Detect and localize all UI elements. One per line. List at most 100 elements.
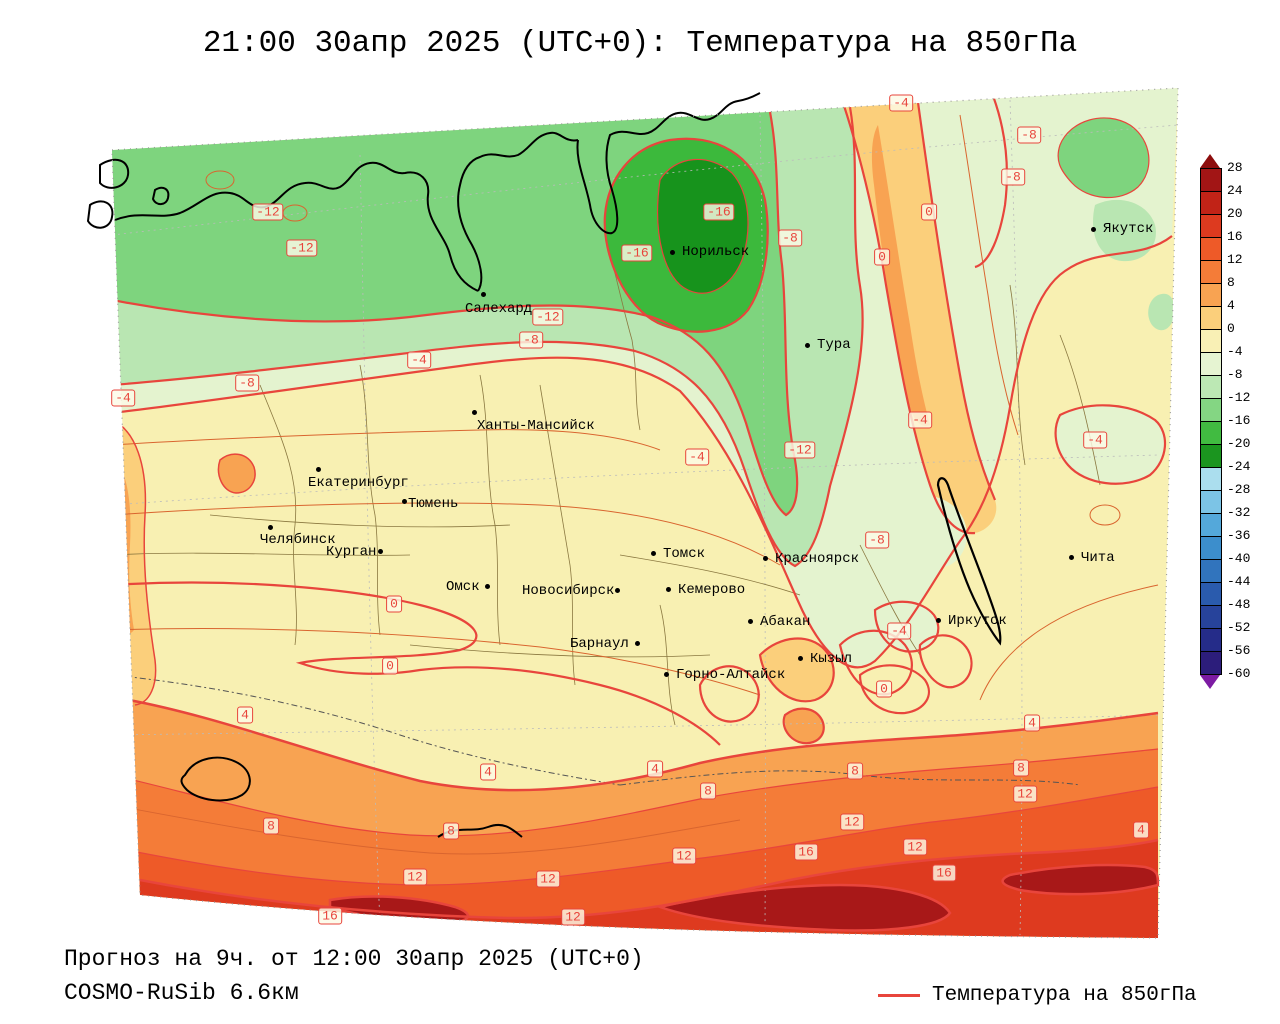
contour-label: 8 [847,762,863,780]
contour-label: 12 [536,870,560,888]
contour-label: 4 [480,763,496,781]
colorbar-cell [1201,444,1221,467]
colorbar-tick: 28 [1227,160,1243,175]
colorbar-tick: 24 [1227,183,1243,198]
city-label: Якутск [1103,221,1154,237]
city-marker [480,291,486,297]
colorbar-cell [1201,352,1221,375]
forecast-info: Прогноз на 9ч. от 12:00 30апр 2025 (UTC+… [64,946,644,972]
city-marker [634,640,640,646]
city-label: Тура [817,337,851,353]
colorbar-cell [1201,490,1221,513]
city-label: Красноярск [775,551,860,567]
colorbar-tick: -36 [1227,528,1251,543]
region-green-edge-c [1148,293,1175,331]
contour-label: -12 [286,239,318,257]
contour-label: -12 [252,203,284,221]
city-marker [1090,226,1096,232]
contour-label: 16 [318,907,342,925]
city-label: Салехард [465,301,533,317]
contour-label: -4 [887,622,911,640]
colorbar-tick: -12 [1227,390,1251,405]
city-marker [935,617,941,623]
city-label: Барнаул [570,636,629,652]
temperature-map-svg [86,87,1179,939]
colorbar-arrow-up [1200,154,1220,168]
arctic-coastline [114,161,479,292]
city-label: Курган [326,544,377,560]
contour-label: 8 [263,817,279,835]
contour-label: -4 [908,411,932,429]
city-marker [663,671,669,677]
city-label: Омск [446,579,480,595]
colorbar-cell [1201,582,1221,605]
contour-label: -8 [519,331,543,349]
contour-label: 8 [700,782,716,800]
contour-label: 12 [1013,785,1037,803]
colorbar-tick: 8 [1227,275,1235,290]
contour-label: -12 [532,308,564,326]
contour-label: -4 [1083,431,1107,449]
colorbar-cell [1201,169,1221,191]
colorbar-tick: 0 [1227,321,1235,336]
page-title: 21:00 30апр 2025 (UTC+0): Температура на… [202,26,1078,61]
region-pale-baikal-nw [886,495,967,570]
island-icon [86,200,114,229]
contour-label: 0 [876,680,892,698]
city-label: Кемерово [678,582,746,598]
contour-label: -8 [1017,126,1041,144]
region-dark-red-3 [1002,865,1158,895]
temperature-contour-line-sample [878,994,920,997]
city-marker [401,498,407,504]
region-ne-warm-core [871,125,930,426]
colorbar-cell [1201,329,1221,352]
colorbar-tick: 16 [1227,229,1243,244]
red-contour-lines [112,88,1173,932]
colorbar-cell [1201,260,1221,283]
map-canvas: Якутск Норильск Тура Салехард Ханты-Мансийск… [60,85,1190,940]
city-marker [665,586,671,592]
colorbar-tick: 20 [1227,206,1243,221]
city-marker [747,618,753,624]
lake-south-west [180,756,251,802]
colorbar-cell [1201,237,1221,260]
region-green-yakutsk-b [1093,199,1156,262]
colorbar-tick: -28 [1227,482,1251,497]
contour-label: -16 [621,244,653,262]
colorbar-tick: -20 [1227,436,1251,451]
contour-label: 4 [237,706,253,724]
colorbar-tick: -8 [1227,367,1243,382]
colorbar-cell [1201,306,1221,329]
graticule [112,99,1178,936]
colorbar-cell [1201,605,1221,628]
contour-label: -16 [703,203,735,221]
colorbar-tick: -60 [1227,666,1251,681]
contour-label: 12 [561,908,585,926]
contour-label: 4 [647,760,663,778]
contour-label: 0 [921,203,937,221]
city-marker [267,524,273,530]
yenisei-coastline [576,92,761,235]
colorbar-cell [1201,467,1221,490]
region-left-spot [218,454,256,493]
city-label: Горно-Алтайск [676,667,786,683]
city-marker [377,548,383,554]
city-marker [650,550,656,556]
colorbar-cell [1201,375,1221,398]
legend-label: Температура на 850гПа [932,984,1197,1007]
temperature-fill-regions [112,88,1178,938]
colorbar-cell [1201,536,1221,559]
contour-label: -4 [685,448,709,466]
contour-label: 12 [672,847,696,865]
city-label: Челябинск [260,532,336,548]
city-marker [762,555,768,561]
colorbar-tick: 4 [1227,298,1235,313]
contour-label: -8 [1001,168,1025,186]
city-label: Ханты-Мансийск [477,418,595,434]
city-marker [804,342,810,348]
city-marker [614,587,620,593]
temperature-colorbar: 28 24 20 16 12 8 4 0 -4 -8 -12 -16 -20 -24 -28 -32 -36 -4… [1200,154,1270,689]
colorbar-cell [1201,191,1221,214]
colorbar-tick: -48 [1227,597,1251,612]
colorbar-cell [1201,513,1221,536]
